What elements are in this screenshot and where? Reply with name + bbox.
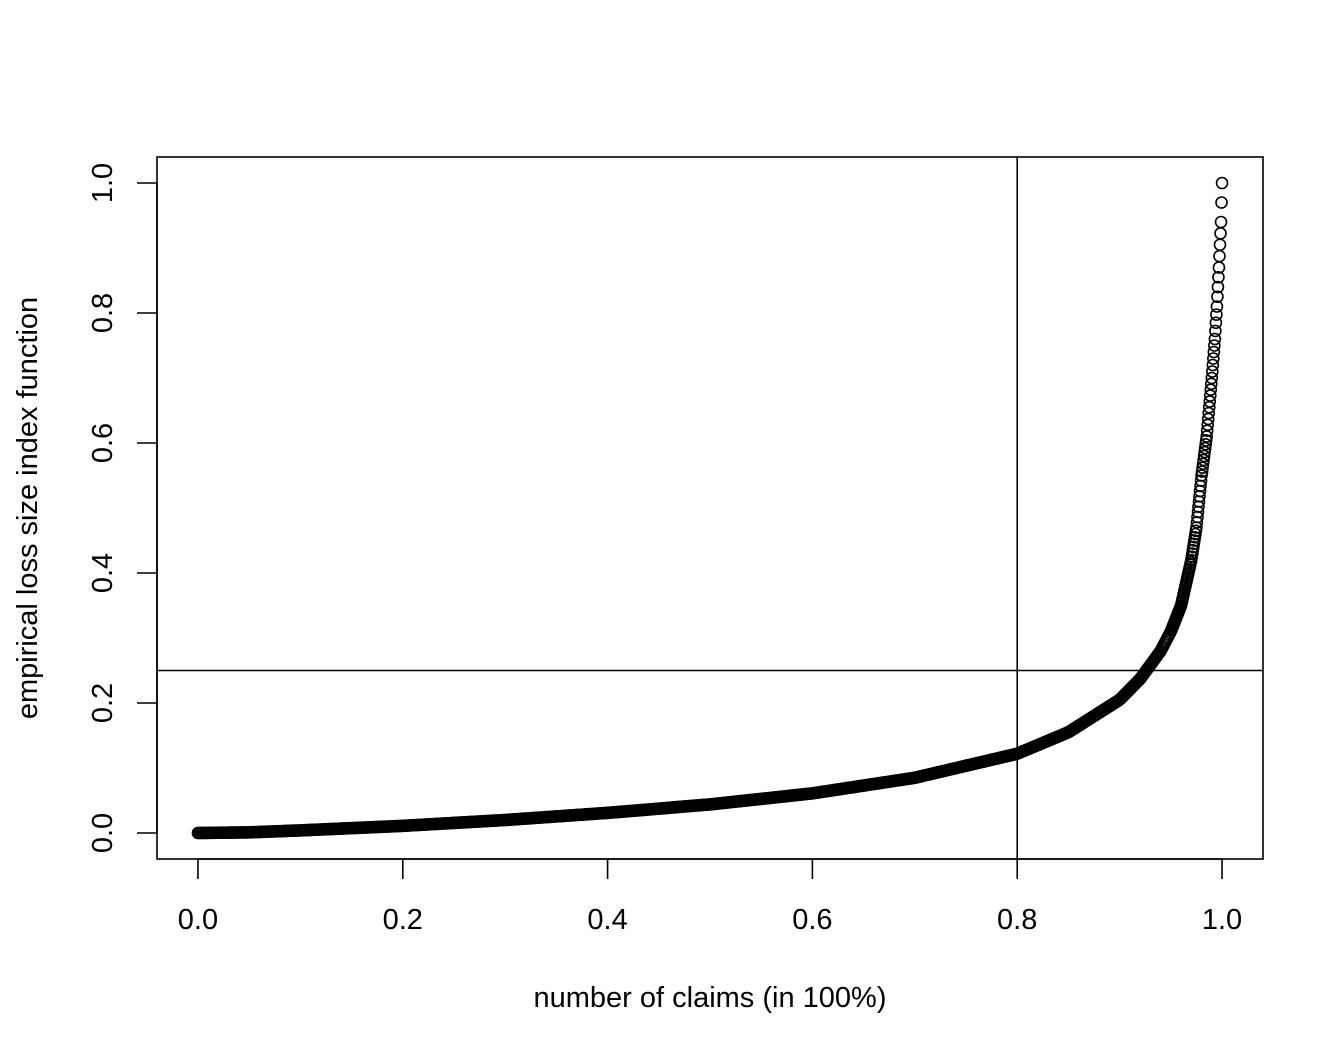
data-point — [1195, 465, 1209, 478]
reference-lines — [157, 157, 1263, 859]
data-point — [1209, 316, 1223, 330]
data-point — [1208, 332, 1222, 346]
data-point — [1197, 449, 1211, 463]
y-tick-label: 1.0 — [87, 163, 119, 203]
y-axis: 0.0 0.2 0.4 0.6 0.8 1.0 — [87, 163, 158, 853]
plot-frame — [156, 156, 1264, 860]
y-tick-label: 0.2 — [87, 683, 119, 723]
data-point — [1211, 280, 1225, 294]
data-point — [1196, 457, 1210, 471]
data-point — [1197, 453, 1210, 467]
data-point — [1207, 352, 1220, 365]
data-point — [1215, 176, 1229, 190]
y-axis-title: empirical loss size index function — [12, 297, 44, 719]
data-point — [1210, 308, 1223, 321]
data-point — [1213, 238, 1227, 252]
data-point — [1213, 249, 1226, 263]
data-point — [1209, 324, 1222, 338]
y-tick-label: 0.6 — [87, 423, 119, 463]
data-point — [1198, 445, 1211, 459]
data-point — [1199, 434, 1213, 447]
data-point — [1199, 437, 1212, 451]
x-axis: 0.0 0.2 0.4 0.6 0.8 1.0 — [178, 858, 1242, 936]
data-point — [1198, 441, 1212, 455]
data-point — [1205, 371, 1219, 385]
data-point — [1214, 227, 1227, 240]
x-tick-label: 0.0 — [178, 904, 218, 936]
x-tick-label: 0.4 — [587, 904, 627, 936]
x-tick-label: 0.2 — [383, 904, 423, 936]
data-point — [1214, 215, 1228, 229]
data-point — [1215, 196, 1228, 209]
data-point — [1195, 469, 1208, 482]
data-point — [1196, 461, 1209, 475]
y-tick-label: 0.8 — [87, 293, 119, 333]
x-tick-label: 0.8 — [997, 904, 1037, 936]
data-point — [1204, 377, 1218, 391]
y-tick-label: 0.4 — [87, 553, 119, 593]
y-tick-label: 0.0 — [87, 813, 119, 853]
data-point — [1206, 365, 1219, 378]
data-point — [1210, 300, 1224, 313]
x-axis-title: number of claims (in 100%) — [534, 982, 887, 1014]
data-points — [191, 176, 1229, 840]
x-tick-label: 1.0 — [1202, 904, 1242, 936]
x-tick-label: 0.6 — [792, 904, 832, 936]
data-point — [1207, 345, 1221, 359]
data-point — [1208, 339, 1221, 352]
data-point — [1194, 474, 1208, 488]
data-point — [1211, 290, 1224, 304]
data-point — [1212, 270, 1225, 284]
data-point — [1206, 358, 1220, 372]
